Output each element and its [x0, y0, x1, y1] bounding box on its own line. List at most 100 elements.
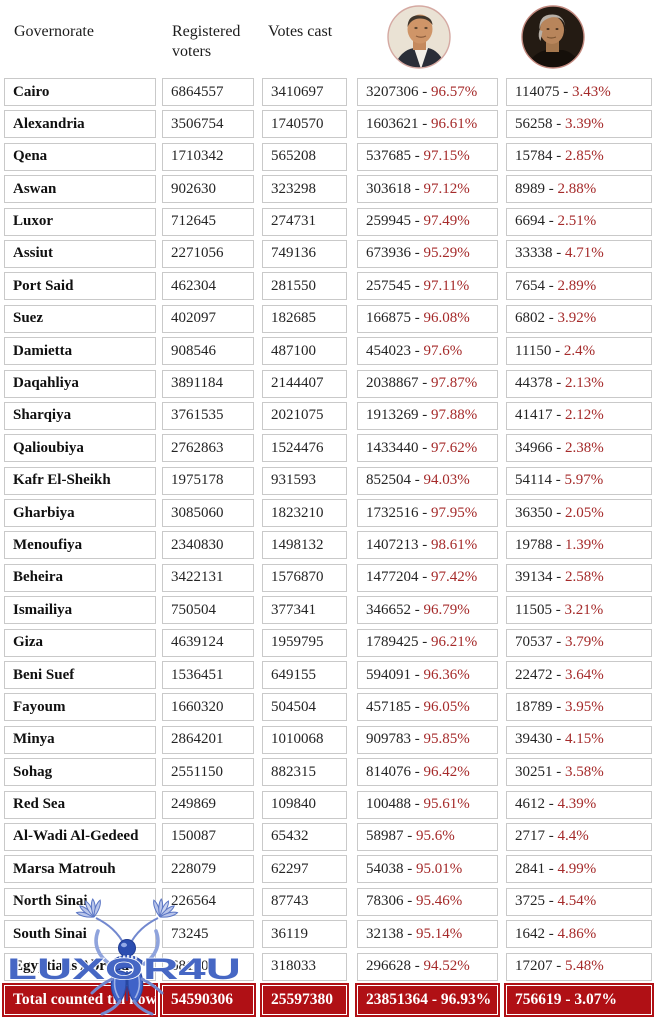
registered-voters-cell: 3506754: [162, 110, 254, 139]
registered-voters-cell: 73245: [162, 920, 254, 949]
votes-cast-cell: 323298: [262, 175, 347, 204]
table-header: Governorate Registered voters Votes cast: [4, 0, 654, 78]
governorate-cell: South Sinai: [4, 920, 156, 949]
candidate2-result-cell: 22472 - 3.64%: [506, 661, 652, 690]
governorate-cell: Al-Wadi Al-Gedeed: [4, 822, 156, 851]
governorate-cell: Suez: [4, 304, 156, 333]
candidate2-result-cell: 30251 - 3.58%: [506, 758, 652, 787]
candidate1-result-cell: 32138 - 95.14%: [357, 920, 498, 949]
candidate2-result-cell: 44378 - 2.13%: [506, 369, 652, 398]
candidate1-result-cell: 296628 - 94.52%: [357, 952, 498, 981]
table-row: Fayoum 1660320 504504 457185 - 96.05% 18…: [4, 693, 654, 722]
candidate1-result-cell: 1603621 - 96.61%: [357, 110, 498, 139]
votes-cast-cell: 649155: [262, 661, 347, 690]
table-row: South Sinai 73245 36119 32138 - 95.14% 1…: [4, 920, 654, 949]
table-row: Qalioubiya 2762863 1524476 1433440 - 97.…: [4, 434, 654, 463]
governorate-cell: Marsa Matrouh: [4, 855, 156, 884]
candidate2-result-cell: 18789 - 3.95%: [506, 693, 652, 722]
table-row: Marsa Matrouh 228079 62297 54038 - 95.01…: [4, 855, 654, 884]
table-row: Cairo 6864557 3410697 3207306 - 96.57% 1…: [4, 78, 654, 106]
governorate-cell: Cairo: [4, 78, 156, 106]
votes-cast-cell: 487100: [262, 337, 347, 366]
col-header-governorate: Governorate: [14, 23, 94, 40]
votes-cast-cell: 1498132: [262, 531, 347, 560]
candidate1-result-cell: 1433440 - 97.62%: [357, 434, 498, 463]
votes-cast-cell: 3410697: [262, 78, 347, 106]
candidate1-result-cell: 58987 - 95.6%: [357, 822, 498, 851]
candidate2-result-cell: 11505 - 3.21%: [506, 596, 652, 625]
table-row: Sohag 2551150 882315 814076 - 96.42% 302…: [4, 758, 654, 787]
votes-cast-cell: 65432: [262, 822, 347, 851]
table-row: Red Sea 249869 109840 100488 - 95.61% 46…: [4, 790, 654, 819]
candidate1-result-cell: 673936 - 95.29%: [357, 239, 498, 268]
candidate1-result-cell: 1789425 - 96.21%: [357, 628, 498, 657]
table-row: Beni Suef 1536451 649155 594091 - 96.36%…: [4, 661, 654, 690]
col-header-votes-cast: Votes cast: [268, 23, 333, 40]
votes-cast-cell: 749136: [262, 239, 347, 268]
table-row: North Sinai 226564 87743 78306 - 95.46% …: [4, 887, 654, 916]
governorate-cell: Red Sea: [4, 790, 156, 819]
registered-voters-cell: 902630: [162, 175, 254, 204]
candidate2-result-cell: 7654 - 2.89%: [506, 272, 652, 301]
candidate1-result-cell: 1477204 - 97.42%: [357, 563, 498, 592]
registered-voters-cell: 908546: [162, 337, 254, 366]
table-row: Damietta 908546 487100 454023 - 97.6% 11…: [4, 337, 654, 366]
candidate1-result-cell: 852504 - 94.03%: [357, 466, 498, 495]
votes-cast-cell: 2144407: [262, 369, 347, 398]
table-row: Alexandria 3506754 1740570 1603621 - 96.…: [4, 110, 654, 139]
governorate-cell: Luxor: [4, 207, 156, 236]
registered-voters-cell: 3422131: [162, 563, 254, 592]
votes-cast-cell: 1740570: [262, 110, 347, 139]
governorate-cell: Sohag: [4, 758, 156, 787]
governorate-cell: Egyptians Abroad: [4, 952, 156, 981]
registered-voters-cell: 462304: [162, 272, 254, 301]
votes-cast-cell: 274731: [262, 207, 347, 236]
votes-cast-cell: 1959795: [262, 628, 347, 657]
votes-cast-cell: 25597380: [262, 984, 347, 1015]
table-row: Minya 2864201 1010068 909783 - 95.85% 39…: [4, 725, 654, 754]
registered-voters-cell: 750504: [162, 596, 254, 625]
governorate-cell: Sharqiya: [4, 401, 156, 430]
candidate2-result-cell: 39430 - 4.15%: [506, 725, 652, 754]
governorate-cell: Qena: [4, 142, 156, 171]
governorate-cell: Menoufiya: [4, 531, 156, 560]
governorate-cell: North Sinai: [4, 887, 156, 916]
governorate-cell: Ismailiya: [4, 596, 156, 625]
registered-voters-cell: 2340830: [162, 531, 254, 560]
table-row: Daqahliya 3891184 2144407 2038867 - 97.8…: [4, 369, 654, 398]
registered-voters-cell: 3891184: [162, 369, 254, 398]
table-row: Al-Wadi Al-Gedeed 150087 65432 58987 - 9…: [4, 822, 654, 851]
governorate-cell: Total counted till now: [4, 984, 156, 1015]
table-row: Egyptians Abroad 681000 318033 296628 - …: [4, 952, 654, 981]
candidate2-result-cell: 70537 - 3.79%: [506, 628, 652, 657]
candidate1-result-cell: 454023 - 97.6%: [357, 337, 498, 366]
registered-voters-cell: 4639124: [162, 628, 254, 657]
votes-cast-cell: 565208: [262, 142, 347, 171]
registered-voters-cell: 1536451: [162, 661, 254, 690]
candidate2-result-cell: 2841 - 4.99%: [506, 855, 652, 884]
candidate2-result-cell: 33338 - 4.71%: [506, 239, 652, 268]
candidate1-result-cell: 457185 - 96.05%: [357, 693, 498, 722]
registered-voters-cell: 249869: [162, 790, 254, 819]
table-row: Qena 1710342 565208 537685 - 97.15% 1578…: [4, 142, 654, 171]
table-row: Luxor 712645 274731 259945 - 97.49% 6694…: [4, 207, 654, 236]
candidate2-result-cell: 4612 - 4.39%: [506, 790, 652, 819]
table-row: Kafr El-Sheikh 1975178 931593 852504 - 9…: [4, 466, 654, 495]
candidate1-result-cell: 1407213 - 98.61%: [357, 531, 498, 560]
votes-cast-cell: 109840: [262, 790, 347, 819]
votes-cast-cell: 1576870: [262, 563, 347, 592]
registered-voters-cell: 226564: [162, 887, 254, 916]
registered-voters-cell: 1975178: [162, 466, 254, 495]
candidate2-result-cell: 2717 - 4.4%: [506, 822, 652, 851]
registered-voters-cell: 402097: [162, 304, 254, 333]
candidate1-result-cell: 54038 - 95.01%: [357, 855, 498, 884]
candidate1-result-cell: 3207306 - 96.57%: [357, 78, 498, 106]
candidate1-result-cell: 814076 - 96.42%: [357, 758, 498, 787]
registered-voters-cell: 3085060: [162, 499, 254, 528]
candidate2-result-cell: 6694 - 2.51%: [506, 207, 652, 236]
candidate1-result-cell: 78306 - 95.46%: [357, 887, 498, 916]
table-row: Giza 4639124 1959795 1789425 - 96.21% 70…: [4, 628, 654, 657]
table-row: Gharbiya 3085060 1823210 1732516 - 97.95…: [4, 499, 654, 528]
governorate-cell: Giza: [4, 628, 156, 657]
governorate-cell: Fayoum: [4, 693, 156, 722]
